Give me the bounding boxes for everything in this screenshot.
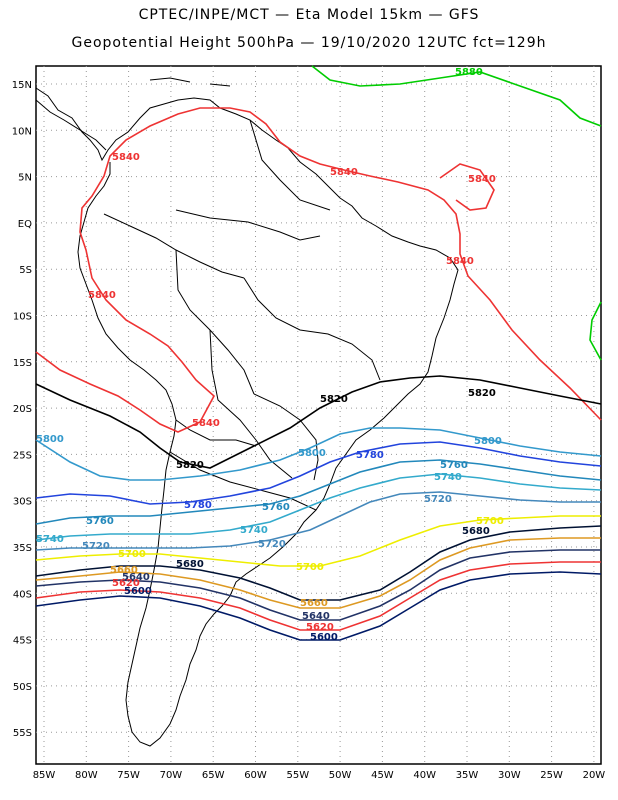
lat-tick-label: 15S — [13, 358, 32, 369]
label-5880: 5880 — [455, 67, 483, 78]
lon-tick-label: 55W — [286, 770, 309, 781]
label-5840-c: 5840 — [468, 174, 496, 185]
title-line-1: CPTEC/INPE/MCT — Eta Model 15km — GFS — [138, 7, 480, 23]
lat-tick-label: 10N — [12, 126, 32, 137]
contour-5760 — [35, 459, 602, 525]
height-contours — [35, 65, 602, 641]
label-5800-a: 5800 — [36, 434, 64, 445]
label-5780-b: 5780 — [184, 500, 212, 511]
contour-5780 — [35, 441, 602, 505]
label-5760-b: 5760 — [262, 502, 290, 513]
contour-5840b — [439, 163, 495, 211]
label-5820-b: 5820 — [320, 394, 348, 405]
label-5820-a: 5820 — [468, 388, 496, 399]
lat-tick-label: 20S — [13, 404, 32, 415]
lat-tick-label: 15N — [12, 80, 32, 91]
lon-tick-label: 65W — [202, 770, 225, 781]
label-5800-c: 5800 — [474, 436, 502, 447]
label-5740-a: 5740 — [434, 472, 462, 483]
lon-tick-label: 60W — [244, 770, 267, 781]
contour-5700 — [35, 515, 601, 567]
contour-5660 — [35, 537, 601, 609]
map-frame — [35, 65, 602, 765]
coastline — [35, 77, 459, 747]
label-5780-a: 5780 — [356, 450, 384, 461]
lat-tick-label: 10S — [13, 312, 32, 323]
contour-5820 — [35, 375, 602, 469]
contour-5640 — [35, 549, 601, 621]
lon-tick-label: 25W — [540, 770, 563, 781]
title-line-2: Geopotential Height 500hPa — 19/10/2020 … — [71, 35, 547, 51]
lon-tick-label: 45W — [371, 770, 394, 781]
lat-tick-label: 5S — [19, 265, 32, 276]
lon-tick-label: 75W — [117, 770, 140, 781]
label-5640-a: 5640 — [302, 611, 330, 622]
contour-5880b — [589, 301, 602, 361]
contour-5740 — [35, 473, 602, 541]
lon-tick-label: 35W — [456, 770, 479, 781]
lon-tick-label: 85W — [33, 770, 56, 781]
label-5840-d: 5840 — [446, 256, 474, 267]
axis-ticks: 15N 10N 5N EQ 5S 10S 15S 20S 25S 30S 35S 40S 45S 50S 5… — [12, 80, 606, 781]
label-5680-a: 5680 — [462, 526, 490, 537]
label-5660-b: 5660 — [110, 565, 138, 576]
lat-tick-label: 5N — [18, 173, 32, 184]
label-5680-b: 5680 — [176, 559, 204, 570]
label-5700-c: 5700 — [118, 549, 146, 560]
lat-tick-label: 30S — [13, 497, 32, 508]
lon-tick-label: 30W — [498, 770, 521, 781]
label-5840-e: 5840 — [88, 290, 116, 301]
contour-5880 — [311, 65, 602, 127]
label-5760-c: 5760 — [86, 516, 114, 527]
label-5640-b: 5640 — [122, 572, 150, 583]
lat-tick-label: EQ — [18, 219, 32, 230]
lat-tick-label: 35S — [13, 543, 32, 554]
contour-5680 — [35, 525, 602, 601]
contour-5840 — [35, 107, 602, 433]
contour-5800 — [35, 427, 602, 481]
label-5620-b: 5620 — [112, 578, 140, 589]
lon-tick-label: 70W — [160, 770, 183, 781]
lat-tick-label: 25S — [13, 450, 32, 461]
label-5760-a: 5760 — [440, 460, 468, 471]
label-5600-a: 5600 — [310, 632, 338, 643]
label-5720-a: 5720 — [424, 494, 452, 505]
label-5700-b: 5700 — [296, 562, 324, 573]
label-5600-b: 5600 — [124, 586, 152, 597]
lat-tick-label: 55S — [13, 728, 32, 739]
contour-5600 — [35, 571, 602, 641]
label-5720-b: 5720 — [258, 539, 286, 550]
label-5720-c: 5720 — [82, 541, 110, 552]
contour-labels: 5880 5840 5840 5840 5840 5840 5840 5820 … — [36, 67, 504, 643]
label-5620-a: 5620 — [306, 622, 334, 633]
label-5840-f: 5840 — [192, 418, 220, 429]
label-5820-c: 5820 — [176, 460, 204, 471]
lon-tick-label: 50W — [329, 770, 352, 781]
lon-tick-label: 40W — [413, 770, 436, 781]
label-5840-a: 5840 — [112, 152, 140, 163]
lat-tick-label: 50S — [13, 682, 32, 693]
contour-5720 — [35, 491, 601, 551]
contour-5620 — [35, 561, 601, 631]
lon-tick-label: 20W — [583, 770, 606, 781]
lon-tick-label: 80W — [75, 770, 98, 781]
label-5740-c: 5740 — [36, 534, 64, 545]
graticule — [36, 66, 601, 764]
label-5800-b: 5800 — [298, 448, 326, 459]
label-5740-b: 5740 — [240, 525, 268, 536]
label-5840-b: 5840 — [330, 167, 358, 178]
label-5700-a: 5700 — [476, 516, 504, 527]
lat-tick-label: 45S — [13, 636, 32, 647]
label-5660-a: 5660 — [300, 598, 328, 609]
lat-tick-label: 40S — [13, 589, 32, 600]
